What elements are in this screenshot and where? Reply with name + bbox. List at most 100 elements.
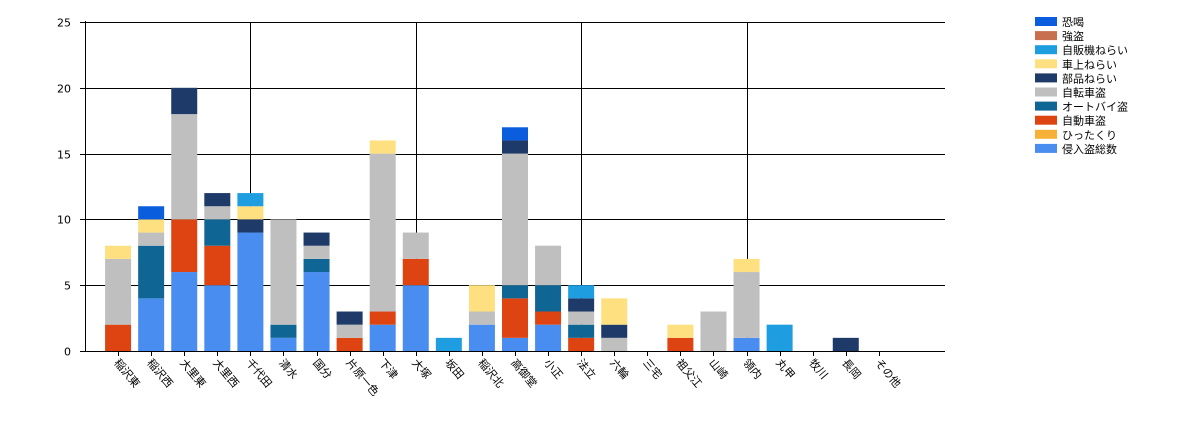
bar-segment — [369, 140, 396, 154]
bar-segment — [369, 324, 396, 351]
bar-segment — [535, 324, 562, 351]
bar-segment — [402, 285, 429, 351]
bar-segment — [568, 337, 595, 351]
legend-label: 自転車盗 — [1062, 86, 1106, 100]
bar-segment — [502, 127, 528, 141]
bar-segment — [138, 206, 165, 220]
x-tick-label: 牧川 — [806, 356, 831, 382]
legend-swatch — [1035, 45, 1057, 55]
bar-segment — [535, 245, 562, 286]
bar-segment — [468, 324, 495, 351]
x-tick-label: 領内 — [740, 356, 765, 382]
legend-label: 恐喝 — [1062, 16, 1084, 29]
x-tick-label: その他 — [872, 357, 903, 391]
bar-segment — [237, 232, 264, 351]
x-tick-label: 清水 — [276, 357, 300, 382]
legend-swatch — [1035, 59, 1057, 69]
x-tick-label: 千代田 — [243, 357, 274, 391]
bar-segment — [568, 324, 595, 338]
bar-segment — [171, 87, 198, 115]
bar-segment — [336, 311, 363, 325]
bar-segment — [601, 337, 628, 351]
bar-segment — [336, 324, 363, 338]
bar-segment — [138, 232, 165, 246]
bar-segment — [568, 298, 595, 312]
legend-label: 自販機ねらい — [1062, 43, 1128, 57]
x-tick-label: 坂田 — [442, 357, 466, 382]
x-tick-label: 丸甲 — [773, 357, 797, 382]
bar-segment — [402, 232, 429, 259]
legend-swatch — [1035, 73, 1057, 83]
bar-segment — [468, 311, 495, 325]
y-tick-label: 20 — [57, 83, 71, 96]
bar-segment — [171, 114, 198, 220]
bar-segment — [336, 337, 363, 351]
legend-label: ひったくり — [1062, 129, 1117, 142]
legend-label: 車上ねらい — [1062, 57, 1117, 71]
x-tick-label: 三宅 — [640, 356, 665, 382]
bar-segment — [535, 311, 562, 325]
legend-swatch — [1035, 31, 1057, 41]
x-tick-label: 六輪 — [607, 356, 632, 382]
bar-segment — [535, 285, 562, 312]
legend-swatch — [1035, 129, 1057, 139]
y-tick-label: 10 — [57, 214, 71, 227]
x-tick-label: 下津 — [376, 357, 400, 382]
bar-segment — [700, 311, 727, 351]
bar-segment — [303, 272, 330, 351]
bar-segment — [502, 153, 528, 286]
bar-segment — [171, 219, 198, 273]
legend-label: 部品ねらい — [1062, 71, 1117, 85]
bars — [105, 87, 859, 351]
bar-segment — [832, 337, 859, 351]
legend-label: 強盗 — [1062, 30, 1084, 43]
bar-segment — [270, 324, 297, 338]
bar-segment — [733, 337, 760, 351]
y-tick-label: 5 — [64, 280, 71, 293]
bar-segment — [237, 193, 264, 207]
bar-segment — [733, 272, 760, 338]
x-tick-label: 片原一色 — [343, 356, 382, 399]
bar-segment — [237, 206, 264, 220]
x-tick-label: 稲沢北 — [475, 356, 507, 390]
bar-segment — [601, 324, 628, 338]
bar-segment — [303, 232, 330, 246]
bar-segment — [369, 153, 396, 312]
x-tick-label: 大里西 — [210, 356, 242, 390]
bar-segment — [204, 206, 231, 220]
bar-segment — [303, 258, 330, 273]
bar-segment — [667, 324, 694, 338]
x-tick-label: 大塚 — [409, 356, 434, 382]
x-tick-label: 法立 — [574, 356, 599, 382]
x-tick-label: 稲沢東 — [111, 356, 143, 390]
bar-segment — [468, 285, 495, 312]
legend-swatch — [1035, 115, 1057, 125]
y-tick-label: 25 — [57, 17, 71, 30]
bar-segment — [369, 311, 396, 325]
bar-segment — [766, 324, 793, 351]
bar-segment — [502, 140, 528, 154]
bar-segment — [502, 298, 528, 338]
x-tick-label: 小正 — [541, 357, 565, 382]
bar-segment — [303, 245, 330, 259]
legend-label: 侵入盗総数 — [1062, 142, 1117, 156]
bar-segment — [733, 258, 760, 273]
x-tick-label: 高御堂 — [508, 356, 540, 390]
bar-segment — [435, 337, 462, 351]
x-tick-label: 稲沢西 — [144, 356, 176, 390]
bar-segment — [138, 245, 165, 299]
legend-swatch — [1035, 87, 1057, 97]
legend-swatch — [1035, 17, 1057, 26]
bar-segment — [171, 272, 198, 351]
y-tick-label: 15 — [57, 149, 71, 162]
x-tick-label: 祖父江 — [673, 356, 705, 390]
x-tick-label: 長岡 — [839, 357, 863, 382]
bar-segment — [204, 245, 231, 286]
bar-segment — [105, 258, 132, 325]
legend: 恐喝強盗自販機ねらい車上ねらい部品ねらい自転車盗オートバイ盗自動車盗ひったくり侵… — [1035, 16, 1128, 156]
bar-segment — [667, 337, 694, 351]
bar-segment — [502, 285, 528, 299]
bar-segment — [138, 219, 165, 233]
bar-segment — [402, 258, 429, 286]
